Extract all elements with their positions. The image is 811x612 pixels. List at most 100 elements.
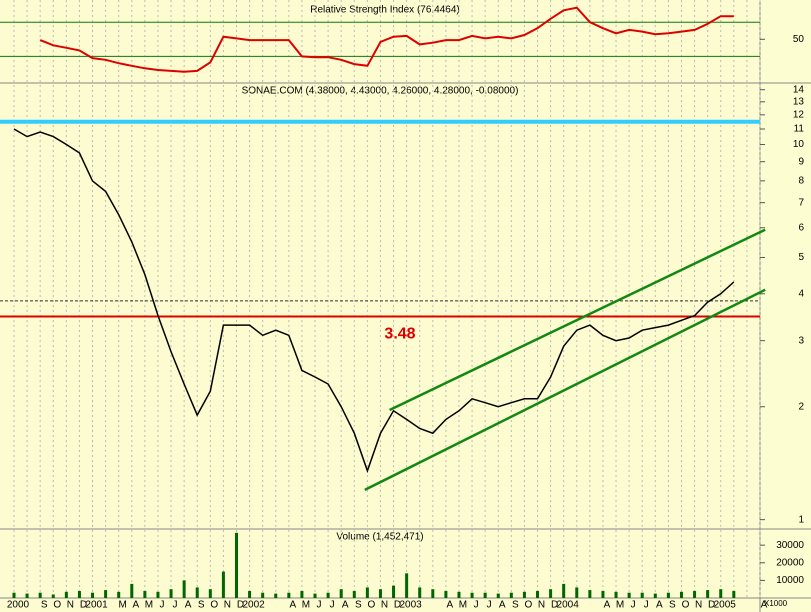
y-tick-label: 6 [798,222,804,233]
x-tick-label: O [525,600,533,611]
volume-unit: X1000 [764,599,788,608]
volume-bar [575,587,579,598]
x-tick-label: A [604,600,611,611]
x-tick-label: N [67,600,74,611]
x-tick-label: 2005 [714,600,737,611]
y-tick-label: 14 [793,84,805,95]
x-tick-label: D [708,600,715,611]
volume-bar [156,591,160,598]
volume-bar [549,589,553,598]
x-tick-label: 2002 [242,600,265,611]
x-tick-label: M [119,600,127,611]
x-tick-label: N [538,600,545,611]
x-tick-label: M [459,600,467,611]
volume-bar [104,590,108,598]
volume-bar [666,592,670,598]
volume-bar [431,589,435,598]
volume-bar [143,590,147,598]
volume-bar [496,593,500,598]
volume-bar [640,592,644,598]
y-tick-label: 10 [793,139,805,150]
x-tick-label: 2003 [400,600,423,611]
x-tick-label: J [474,600,479,611]
x-tick-label: A [342,600,349,611]
x-tick-label: J [487,600,492,611]
x-tick-label: S [41,600,48,611]
volume-bar [221,571,225,598]
x-tick-label: S [669,600,676,611]
volume-bar [457,591,461,598]
volume-bar [470,592,474,598]
y-tick-label: 13 [793,96,805,107]
volume-bar [91,592,95,598]
volume-bar [261,592,265,598]
volume-bar [248,590,252,598]
x-tick-label: 2000 [7,600,30,611]
volume-bar [614,591,618,598]
x-tick-label: D [551,600,558,611]
x-tick-label: O [210,600,218,611]
volume-bar [130,583,134,598]
x-tick-label: A [761,600,768,611]
x-tick-label: M [302,600,310,611]
volume-bar [208,589,212,598]
volume-bar [25,593,29,598]
x-tick-label: J [159,600,164,611]
volume-bar [509,592,513,598]
x-tick-label: M [145,600,153,611]
volume-bar [418,587,422,598]
x-tick-label: N [381,600,388,611]
x-tick-label: J [317,600,322,611]
volume-bar [365,587,369,598]
volume-bar [300,590,304,598]
y-tick-label: 12 [793,109,805,120]
volume-bar [653,593,657,598]
volume-bar [38,592,42,598]
x-tick-label: D [237,600,244,611]
x-tick-label: S [198,600,205,611]
x-tick-label: O [682,600,690,611]
volume-bar [444,590,448,598]
volume-bar [378,589,382,598]
volume-bar [195,587,199,598]
volume-bar [326,592,330,598]
y-tick-label: 7 [798,197,804,208]
volume-bar [339,589,343,598]
volume-bar [352,590,356,598]
series-line [13,128,735,474]
volume-bar [313,593,317,598]
y-tick-label: 8 [798,176,804,187]
volume-bar [117,591,121,598]
annotation: 3.48 [384,326,415,343]
volume-bar [169,589,173,598]
x-tick-label: A [132,600,139,611]
y-tick-label: 3 [798,335,804,346]
volume-bar [732,590,736,598]
x-tick-label: A [185,600,192,611]
y-tick-label: 50 [793,34,805,45]
x-tick-label: J [631,600,636,611]
y-tick-label: 2 [798,401,804,412]
y-tick-label: 9 [798,156,804,167]
x-tick-label: 2001 [85,600,108,611]
volume-bar [12,592,16,598]
volume-bar [693,590,697,598]
x-tick-label: N [695,600,702,611]
trend-line [364,288,766,492]
x-tick-label: A [499,600,506,611]
volume-bar [182,580,186,598]
trend-line [389,228,766,412]
rsi-title: Relative Strength Index (76.4464) [310,5,460,16]
y-tick-label: 30000 [776,540,804,551]
volume-bar [77,590,81,598]
y-tick-label: 11 [794,124,805,135]
volume-bar [536,590,540,598]
y-tick-label: 1 [798,514,804,525]
y-tick-label: 20000 [776,557,804,568]
series-line [39,6,734,73]
volume-bar [562,583,566,598]
x-tick-label: D [394,600,401,611]
volume-bar [679,591,683,598]
